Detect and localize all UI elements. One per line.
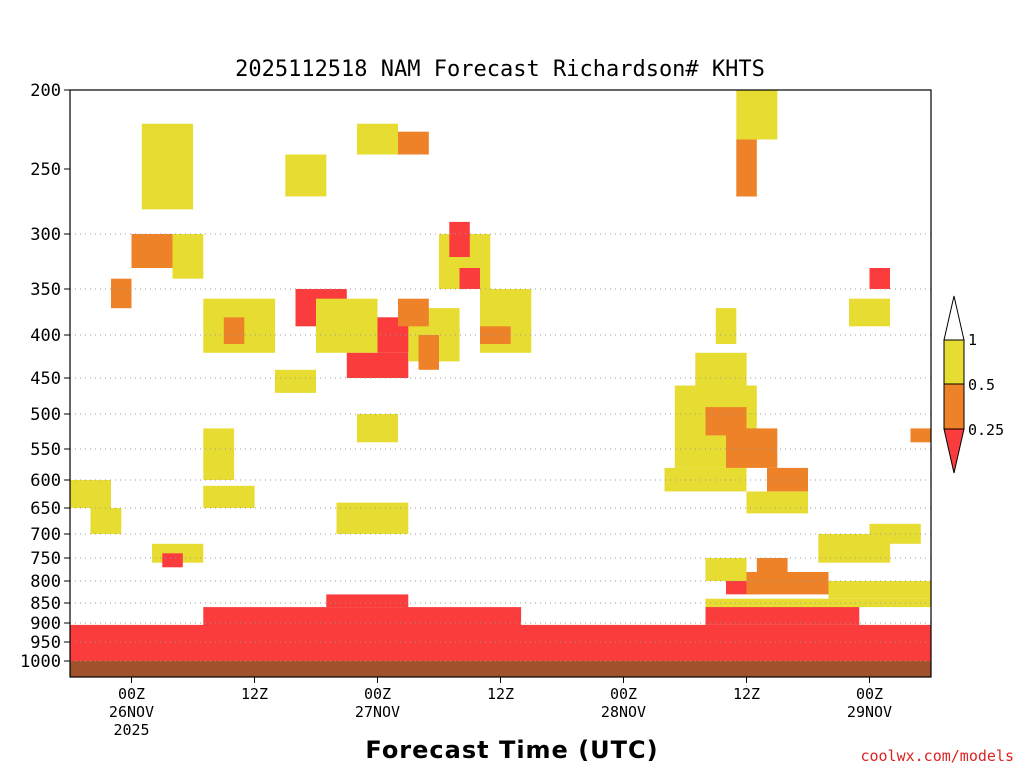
ri-cell	[736, 139, 757, 197]
y-tick-label: 200	[30, 81, 61, 101]
legend-label: 0.5	[968, 376, 995, 394]
ri-cell	[70, 480, 111, 508]
chart-title: 2025112518 NAM Forecast Richardson# KHTS	[235, 57, 765, 82]
ri-cell	[849, 298, 890, 327]
y-tick-label: 850	[30, 594, 61, 614]
ri-cell	[695, 352, 747, 386]
ri-cell	[459, 268, 480, 289]
y-tick-label: 600	[30, 471, 61, 491]
ri-cell	[285, 154, 327, 197]
ri-cell	[70, 624, 931, 661]
x-tick-label: 00Z	[118, 685, 145, 703]
ri-cell	[336, 502, 409, 534]
ri-cell	[756, 558, 788, 572]
ri-cell	[828, 581, 931, 599]
ri-cell	[746, 491, 808, 514]
ri-cell	[316, 298, 378, 353]
y-tick-label: 550	[30, 440, 61, 460]
x-tick-label: 12Z	[733, 685, 760, 703]
y-axis: 200 250 300 350 400 450 500 550 600 650 700 750 8008…	[20, 81, 70, 672]
ri-cell	[326, 594, 409, 608]
ri-cell	[111, 278, 132, 309]
credit-link[interactable]: coolwx.com/models	[860, 747, 1014, 765]
y-tick-label: 700	[30, 525, 61, 545]
ri-cell	[131, 234, 173, 268]
legend-swatch-below-0-25	[943, 428, 965, 474]
x-tick-label: 12Z	[241, 685, 268, 703]
ri-cell	[767, 467, 808, 492]
ri-cell	[203, 485, 255, 508]
plot-area	[69, 89, 932, 678]
x-tick-label: 28NOV	[601, 703, 646, 721]
legend-swatch-above-1	[943, 295, 965, 341]
y-tick-label: 300	[30, 225, 61, 245]
ri-cell	[90, 508, 122, 534]
x-tick-label: 26NOV	[109, 703, 154, 721]
ri-cell	[398, 131, 429, 155]
ri-cell	[398, 298, 429, 327]
ri-cell	[357, 414, 398, 443]
ri-cell	[726, 428, 778, 468]
x-tick-label: 00Z	[856, 685, 883, 703]
ri-cell	[223, 317, 245, 344]
ri-field	[70, 90, 931, 677]
y-tick-label: 950	[30, 633, 61, 653]
ri-cell	[869, 268, 890, 289]
y-tick-label: 1000	[20, 652, 61, 672]
y-tick-label: 900	[30, 614, 61, 634]
legend-label: 1	[968, 331, 977, 349]
ri-cell	[357, 123, 398, 155]
ri-cell	[203, 428, 235, 480]
y-tick-label: 350	[30, 280, 61, 300]
x-tick-label: 27NOV	[355, 703, 400, 721]
y-tick-label: 450	[30, 369, 61, 389]
ri-cell	[705, 558, 747, 581]
y-tick-label: 800	[30, 572, 61, 592]
ri-cell	[141, 123, 194, 210]
legend-label: 0.25	[968, 421, 1004, 439]
y-tick-label: 500	[30, 405, 61, 425]
ri-cell	[715, 308, 737, 344]
y-tick-label: 250	[30, 160, 61, 180]
legend-swatch-0-25-to-0-5	[943, 383, 965, 430]
x-tick-label: 2025	[113, 721, 149, 739]
y-tick-label: 650	[30, 499, 61, 519]
ri-cell	[705, 598, 931, 608]
ri-cell	[203, 607, 522, 625]
ri-cell	[346, 352, 409, 378]
x-axis-label: Forecast Time (UTC)	[365, 736, 658, 764]
ri-cell	[162, 553, 183, 568]
ri-cell	[275, 369, 316, 393]
ri-cell	[705, 603, 860, 625]
legend-swatch-0-5-to-1	[943, 339, 965, 385]
x-tick-label: 29NOV	[847, 703, 892, 721]
ri-cell	[746, 572, 829, 595]
ri-cell	[910, 428, 931, 443]
ri-cell	[418, 335, 439, 370]
y-tick-label: 400	[30, 326, 61, 346]
ri-cell	[449, 221, 470, 257]
ri-cell	[736, 90, 778, 140]
y-tick-label: 750	[30, 549, 61, 569]
x-tick-label: 00Z	[364, 685, 391, 703]
ground-band	[70, 661, 931, 677]
ri-cell	[172, 234, 204, 279]
gridlines	[70, 233, 931, 662]
x-tick-label: 00Z	[610, 685, 637, 703]
legend: 1 0.5 0.25	[943, 295, 1004, 474]
x-tick-label: 12Z	[487, 685, 514, 703]
